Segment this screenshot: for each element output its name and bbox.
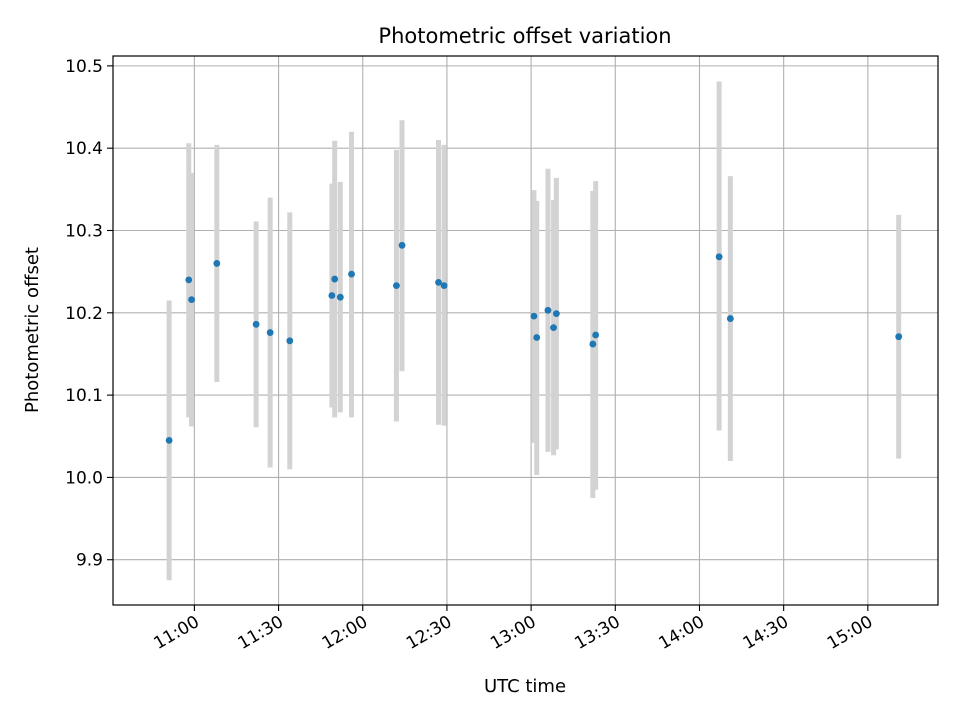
x-tick-label: 14:00 — [656, 612, 708, 654]
y-tick-label: 10.0 — [65, 468, 103, 488]
x-axis-ticks: 11:00 11:30 12:00 12:30 13:00 13:30 14:00 14:30… — [150, 605, 876, 654]
data-point — [440, 282, 448, 290]
y-axis-ticks: 9.9 10.0 10.1 10.2 10.3 10.4 10.5 — [65, 57, 113, 571]
y-tick-label: 10.4 — [65, 139, 103, 159]
data-point — [328, 292, 336, 299]
data-point — [165, 436, 173, 444]
y-tick-label: 10.5 — [65, 57, 103, 77]
data-point — [715, 253, 723, 261]
data-point — [398, 241, 406, 249]
data-point — [393, 282, 400, 290]
x-tick-label: 13:00 — [487, 612, 539, 654]
data-point — [435, 278, 442, 286]
y-tick-label: 9.9 — [76, 551, 103, 571]
data-point — [336, 293, 344, 301]
x-tick-label: 12:00 — [319, 612, 371, 654]
data-point — [188, 296, 195, 304]
data-point — [530, 312, 538, 320]
y-tick-label: 10.3 — [65, 221, 103, 241]
y-axis-label: Photometric offset — [22, 247, 43, 413]
data-point — [592, 331, 600, 339]
data-point — [213, 260, 221, 267]
y-tick-label: 10.2 — [65, 304, 103, 324]
x-axis-label: UTC time — [484, 676, 566, 697]
data-point — [252, 320, 260, 328]
data-point — [266, 329, 274, 336]
grid — [113, 56, 938, 605]
data-point — [552, 310, 560, 318]
data-point — [185, 276, 193, 284]
x-tick-label: 11:00 — [150, 612, 202, 654]
x-tick-label: 13:30 — [571, 612, 623, 654]
plot-area-frame — [112, 55, 939, 606]
data-point — [348, 270, 355, 278]
data-point — [331, 275, 339, 283]
y-tick-label: 10.1 — [65, 386, 103, 406]
data-point — [589, 340, 597, 348]
chart-title: Photometric offset variation — [378, 24, 671, 48]
x-tick-label: 11:30 — [235, 612, 287, 654]
data-point — [544, 306, 552, 314]
data-point — [895, 333, 903, 341]
data-points — [165, 241, 903, 444]
x-tick-label: 15:00 — [824, 612, 876, 654]
data-point — [550, 324, 557, 332]
x-tick-label: 12:30 — [403, 612, 455, 654]
data-point — [726, 315, 734, 322]
data-point — [533, 334, 541, 341]
x-tick-label: 14:30 — [740, 612, 792, 654]
data-point — [286, 337, 294, 345]
